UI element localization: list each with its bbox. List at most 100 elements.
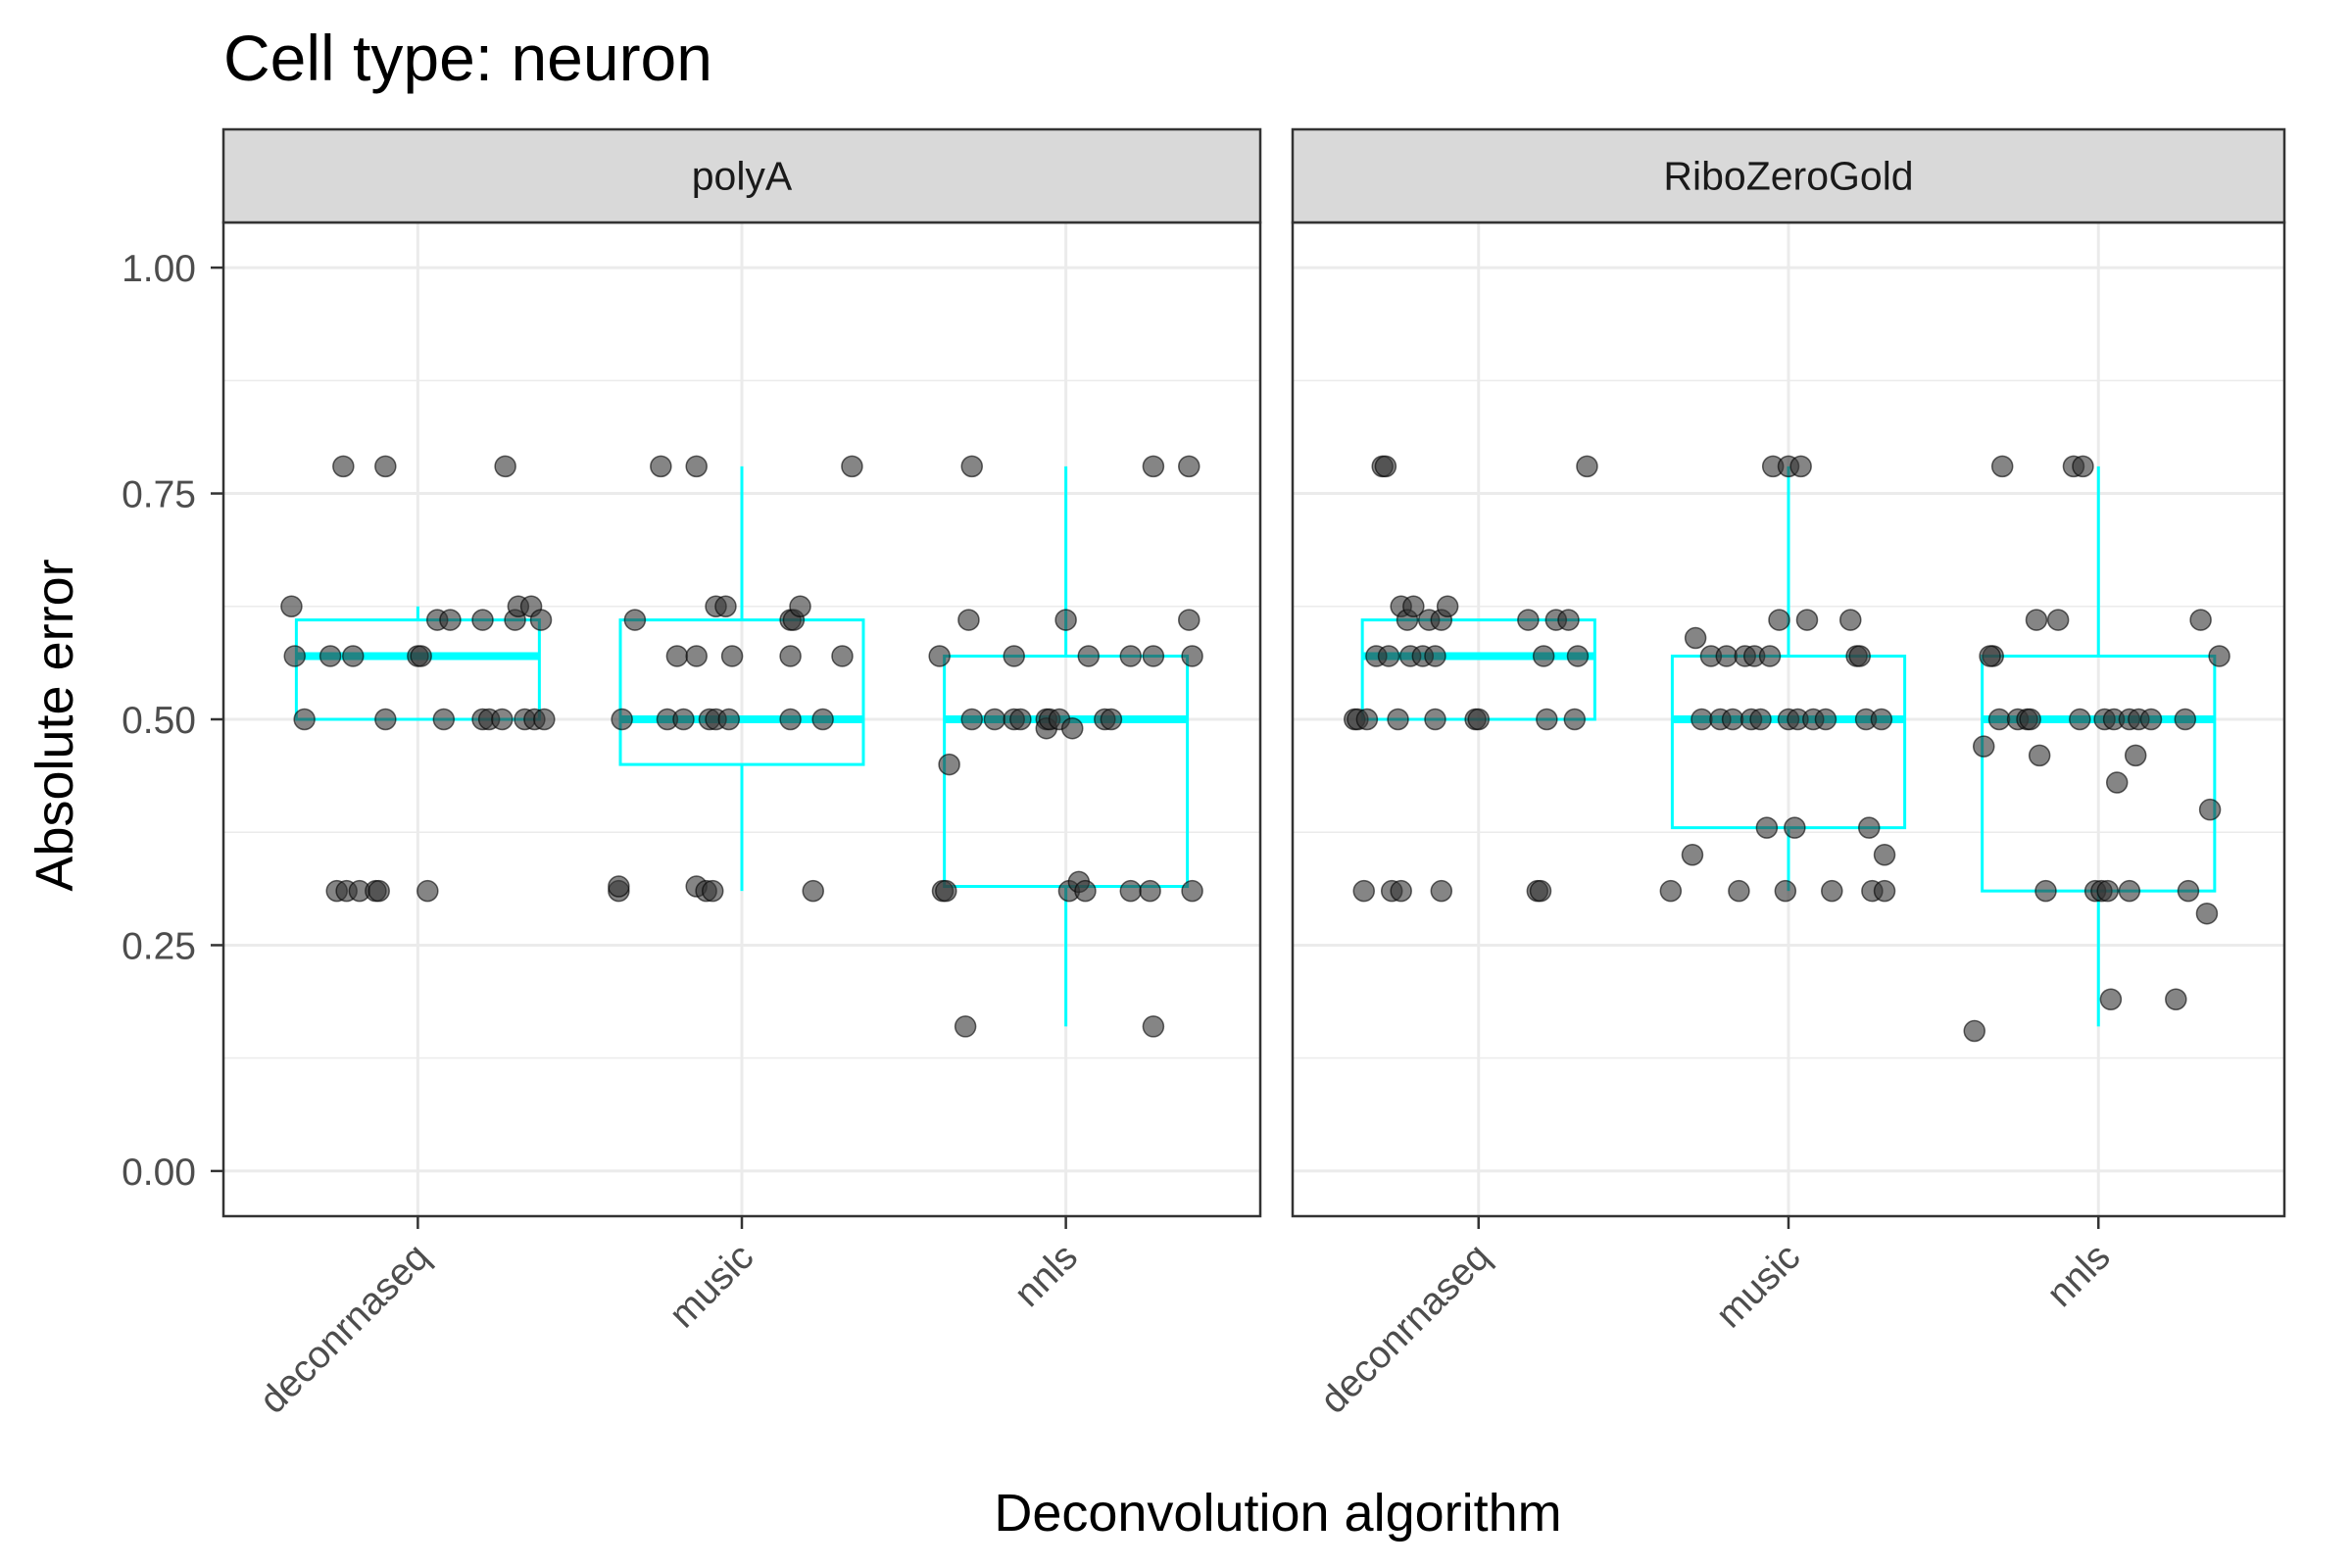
data-point	[1814, 708, 1838, 731]
data-point	[2139, 708, 2163, 731]
data-point	[2177, 879, 2200, 903]
data-point	[1430, 879, 1453, 903]
data-point	[368, 879, 390, 903]
data-point	[717, 708, 741, 731]
data-point	[1873, 844, 1896, 866]
data-point	[2025, 609, 2048, 631]
data-point	[2072, 455, 2094, 478]
data-point	[2195, 902, 2219, 925]
data-point	[938, 753, 960, 776]
data-point	[1142, 455, 1165, 478]
data-point	[720, 645, 744, 667]
data-point	[960, 455, 983, 478]
data-point	[1681, 844, 1704, 866]
data-point	[954, 1015, 977, 1038]
data-point	[1857, 816, 1881, 839]
data-point	[1979, 645, 2001, 667]
data-point	[928, 645, 951, 667]
data-point	[650, 455, 672, 478]
data-point	[1576, 455, 1598, 478]
data-point	[1715, 645, 1738, 667]
data-point	[410, 645, 432, 667]
data-point	[2105, 771, 2129, 794]
data-point	[2198, 798, 2222, 821]
data-point	[1003, 645, 1025, 667]
data-point	[1142, 1015, 1165, 1038]
data-point	[2124, 744, 2147, 767]
data-point	[1178, 455, 1200, 478]
data-point	[811, 708, 834, 731]
data-point	[1424, 645, 1446, 667]
data-point	[1100, 708, 1123, 731]
data-point	[2069, 708, 2091, 731]
data-point	[2028, 744, 2051, 767]
data-point	[1755, 816, 1779, 839]
data-point	[2208, 645, 2230, 667]
data-point	[779, 645, 802, 667]
data-point	[1390, 879, 1412, 903]
data-point	[935, 879, 957, 903]
data-point	[1142, 645, 1165, 667]
data-point	[685, 455, 708, 478]
data-point	[1684, 626, 1707, 650]
y-tick-label: 0.00	[122, 1152, 196, 1194]
data-point	[332, 455, 355, 478]
data-point	[1557, 609, 1580, 631]
data-point	[1795, 609, 1819, 631]
data-point	[2165, 988, 2187, 1011]
data-point	[1566, 645, 1590, 667]
data-point	[714, 595, 737, 618]
data-point	[342, 645, 365, 667]
data-point	[957, 609, 980, 631]
data-point	[439, 609, 462, 631]
data-point	[1467, 708, 1490, 731]
data-point	[2046, 609, 2070, 631]
data-point	[1721, 708, 1744, 731]
data-point	[1529, 879, 1552, 903]
data-point	[374, 455, 397, 478]
data-point	[283, 645, 306, 667]
data-point	[1870, 708, 1893, 731]
data-point	[623, 609, 647, 631]
data-point	[2019, 708, 2041, 731]
data-point	[2096, 879, 2119, 903]
data-point	[1119, 645, 1142, 667]
data-point	[1963, 1019, 1985, 1043]
data-point	[471, 609, 494, 631]
data-point	[1119, 879, 1142, 903]
points-nnls	[928, 455, 1203, 1038]
data-point	[1355, 708, 1379, 731]
data-point	[1563, 708, 1587, 731]
data-point	[318, 645, 342, 667]
points-nnls	[1963, 455, 2230, 1043]
points-deconrnaseq	[280, 455, 556, 903]
data-point	[1848, 645, 1871, 667]
data-point	[1352, 879, 1375, 903]
data-point	[533, 708, 556, 731]
data-point	[1009, 708, 1032, 731]
data-point	[685, 645, 708, 667]
data-point	[1821, 879, 1843, 903]
data-point	[831, 645, 854, 667]
data-point	[701, 879, 724, 903]
data-point	[1077, 645, 1101, 667]
data-point	[1060, 716, 1084, 740]
data-point	[1436, 595, 1459, 618]
data-point	[672, 708, 695, 731]
data-point	[1387, 708, 1409, 731]
data-point	[2118, 879, 2141, 903]
facet-strip-label: RiboZeroGold	[1663, 154, 1913, 199]
data-point	[1424, 708, 1446, 731]
data-point	[960, 708, 983, 731]
data-point	[1181, 645, 1203, 667]
data-point	[611, 708, 633, 731]
data-point	[2099, 988, 2123, 1011]
data-point	[1532, 645, 1555, 667]
data-point	[1972, 735, 1995, 758]
chart-title: Cell type: neuron	[223, 22, 712, 94]
points-music	[1659, 455, 1896, 903]
data-point	[494, 455, 516, 478]
data-point	[280, 595, 303, 618]
